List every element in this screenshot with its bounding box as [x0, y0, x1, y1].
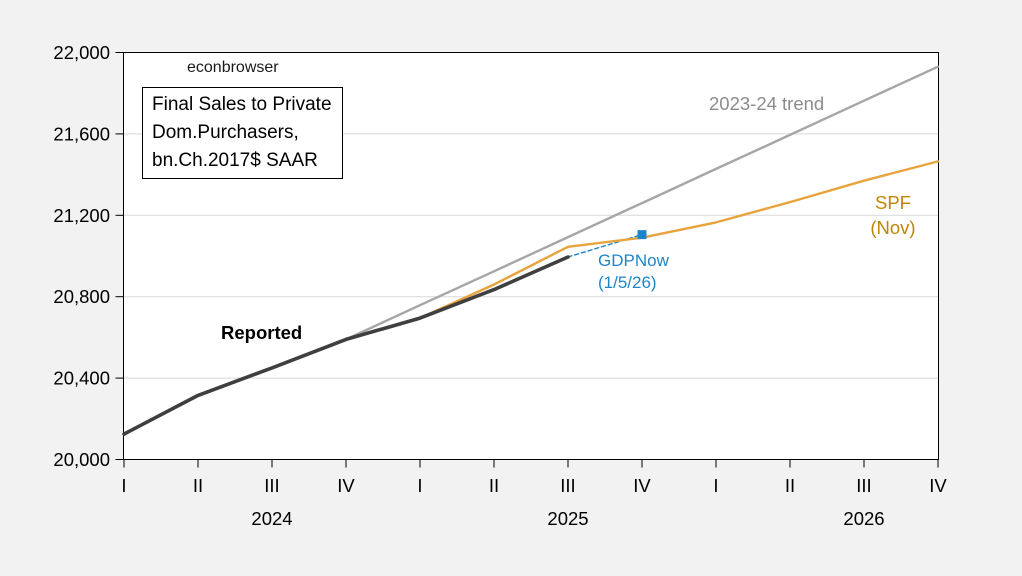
gdpnow-label-line-1: GDPNow — [598, 251, 669, 270]
x-tick-label-2026Q4: IV — [929, 475, 947, 496]
x-tick-label-2024Q4: IV — [337, 475, 355, 496]
y-tick-label-20400: 20,400 — [53, 368, 110, 389]
x-tick-label-2026Q3: III — [856, 475, 871, 496]
x-tick-label-2024Q3: III — [264, 475, 279, 496]
y-tick-label-21600: 21,600 — [53, 123, 110, 144]
spf-label-line-2: (Nov) — [870, 217, 916, 238]
spf-label: SPF (Nov) — [857, 190, 929, 240]
gdpnow-marker — [637, 230, 647, 240]
y-tick-label-22000: 22,000 — [53, 42, 110, 63]
series-2023-24-trend-line — [344, 65, 940, 341]
year-label-2025: 2025 — [547, 508, 588, 529]
year-label-2026: 2026 — [843, 508, 884, 529]
x-tick-label-2024Q1: I — [121, 475, 126, 496]
gdpnow-label-line-2: (1/5/26) — [598, 272, 657, 292]
x-tick-label-2025Q1: I — [417, 475, 422, 496]
spf-label-line-1: SPF — [875, 192, 911, 213]
series-title-box: Final Sales to Private Dom.Purchasers, b… — [142, 87, 343, 179]
y-tick-label-20000: 20,000 — [53, 449, 110, 470]
x-tick-label-2025Q2: II — [489, 475, 499, 496]
x-tick-label-2026Q2: II — [785, 475, 795, 496]
x-tick-label-2025Q4: IV — [633, 475, 651, 496]
x-tick-label-2026Q1: I — [713, 475, 718, 496]
trend-label: 2023-24 trend — [709, 93, 825, 114]
series-reported-line — [122, 255, 570, 436]
y-tick-label-21200: 21,200 — [53, 205, 110, 226]
y-tick-label-20800: 20,800 — [53, 286, 110, 307]
reported-label: Reported — [221, 322, 303, 343]
x-tick-label-2024Q2: II — [193, 475, 203, 496]
series-title-line-2: Dom.Purchasers, — [152, 122, 299, 143]
series-spf-nov-line — [418, 160, 940, 320]
watermark: econbrowser — [187, 59, 279, 76]
series-title-line-3: bn.Ch.2017$ SAAR — [152, 150, 318, 171]
year-label-2024: 2024 — [251, 508, 292, 529]
series-title-line-1: Final Sales to Private — [152, 94, 332, 115]
x-tick-label-2025Q3: III — [560, 475, 575, 496]
gdpnow-label: GDPNow (1/5/26) — [598, 250, 669, 293]
